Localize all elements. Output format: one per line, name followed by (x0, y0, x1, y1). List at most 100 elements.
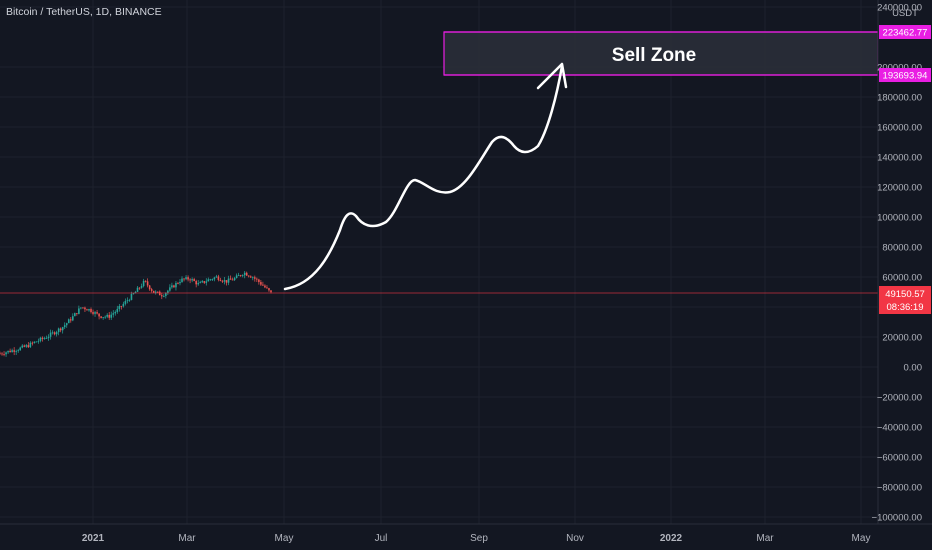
candle-body (146, 281, 149, 286)
candle-body (9, 350, 11, 353)
candle-body (262, 284, 264, 286)
candle-body (150, 289, 153, 291)
candle-body (118, 306, 121, 309)
candle-body (148, 285, 151, 290)
time-tick-label: May (275, 533, 294, 544)
candle-body (219, 279, 222, 281)
candle-body (80, 307, 82, 309)
price-tick-label: −40000.00 (877, 423, 922, 434)
candle-body (126, 300, 129, 302)
candle-body (55, 332, 58, 335)
candle-body (92, 312, 94, 314)
candle-body (67, 319, 70, 324)
price-tick-label: 240000.00 (877, 3, 922, 14)
candle-body (156, 291, 159, 293)
candle-body (23, 345, 26, 347)
candle-body (39, 337, 42, 341)
price-tick-label: −80000.00 (877, 483, 922, 494)
candle-body (185, 277, 187, 280)
candle-body (120, 306, 123, 307)
candle-body (144, 280, 147, 282)
candle-body (191, 279, 193, 281)
candle-body (69, 319, 72, 321)
candle-body (104, 316, 106, 318)
candle-body (15, 351, 17, 352)
time-tick-label: 2022 (660, 533, 683, 544)
candle-body (140, 286, 143, 288)
candle-body (7, 350, 9, 353)
candle-body (223, 280, 226, 282)
candle-body (57, 328, 60, 333)
candle-body (82, 307, 84, 309)
last-price-tag (879, 286, 931, 314)
symbol-title[interactable]: Bitcoin / TetherUS, 1D, BINANCE (6, 6, 162, 18)
chart-grid (0, 0, 878, 524)
candle-body (183, 278, 185, 280)
candle-body (63, 325, 66, 328)
candle-body (76, 313, 78, 314)
candle-body (167, 290, 169, 293)
candle-body (5, 352, 7, 355)
candle-body (98, 313, 100, 317)
price-tick-label: −60000.00 (877, 453, 922, 464)
candle-body (264, 285, 266, 288)
candle-body (29, 342, 32, 348)
candle-body (171, 285, 173, 288)
candle-body (19, 347, 22, 351)
candle-body (199, 282, 202, 284)
candle-body (43, 338, 46, 340)
candle-body (0, 353, 1, 355)
sell-zone-bottom-price: 193693.94 (883, 71, 928, 82)
price-axis[interactable] (878, 0, 932, 524)
price-tick-label: 120000.00 (877, 183, 922, 194)
price-tick-label: −100000.00 (872, 513, 922, 524)
candle-body (239, 275, 242, 277)
price-tick-label: 0.00 (904, 363, 923, 374)
bar-countdown: 08:36:19 (887, 302, 924, 313)
candle-body (124, 301, 127, 304)
candle-body (249, 276, 252, 278)
candle-body (217, 276, 220, 280)
candle-body (235, 275, 238, 279)
candle-body (21, 345, 24, 348)
price-tick-label: 180000.00 (877, 93, 922, 104)
candle-body (165, 292, 167, 296)
time-tick-label: 2021 (82, 533, 105, 544)
time-axis[interactable] (0, 524, 932, 550)
candle-body (197, 283, 199, 285)
sell-zone-top-price: 223462.77 (883, 28, 928, 39)
candle-body (74, 313, 76, 317)
candle-body (116, 308, 119, 312)
candle-body (102, 317, 104, 318)
candle-body (229, 278, 232, 280)
price-tick-label: 160000.00 (877, 123, 922, 134)
candle-body (110, 314, 113, 318)
candle-body (227, 278, 230, 283)
candle-body (1, 353, 3, 355)
candle-body (187, 277, 189, 280)
candle-body (193, 279, 195, 281)
candle-body (201, 281, 204, 283)
candle-body (231, 279, 234, 281)
price-tick-label: 140000.00 (877, 153, 922, 164)
candle-body (136, 287, 139, 292)
candle-body (47, 336, 50, 339)
candlestick-series (0, 271, 272, 357)
candle-body (94, 312, 96, 314)
price-axis-currency: USDT (892, 8, 918, 19)
candle-body (189, 279, 191, 281)
candle-body (160, 295, 163, 297)
candle-body (84, 307, 86, 310)
candle-body (173, 285, 175, 288)
candle-body (31, 342, 34, 344)
candle-body (270, 290, 272, 293)
candle-body (213, 277, 216, 280)
candle-body (78, 308, 80, 314)
time-tick-label: Mar (756, 533, 774, 544)
sell-zone-box[interactable] (443, 31, 879, 76)
candle-body (13, 350, 15, 352)
candle-body (90, 309, 92, 313)
candle-body (59, 328, 62, 331)
candle-body (225, 280, 228, 283)
